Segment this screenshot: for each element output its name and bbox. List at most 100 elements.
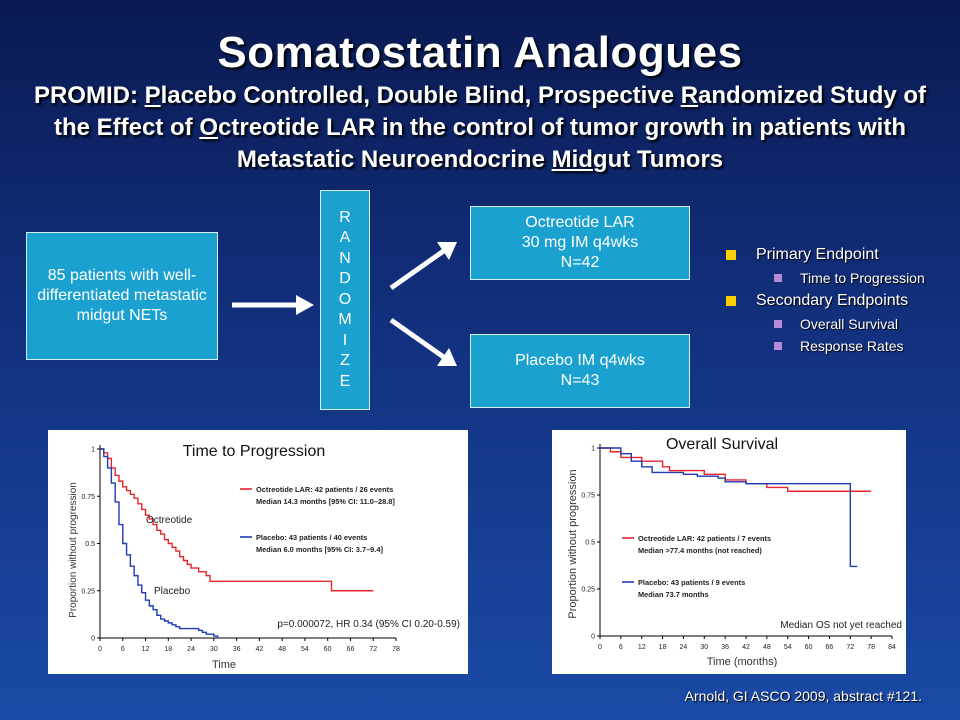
y-tick-label: 0.75 [581,493,595,500]
octreotide-arm-box: Octreotide LAR 30 mg IM q4wks N=42 [470,206,690,280]
x-tick-label: 66 [826,644,834,651]
citation: Arnold, GI ASCO 2009, abstract #121. [684,688,922,704]
x-tick-label: 18 [164,646,172,653]
y-tick-label: 0 [91,636,95,643]
series-line-placebo [600,447,858,568]
x-tick-label: 0 [98,646,102,653]
ttp-chart: 0 6 12 18 24 30 36 42 48 54 60 66 72 78 0 0.25 0.5 0.75 1 T… [68,443,460,671]
x-tick-label: 42 [255,646,263,653]
y-tick-label: 0.25 [581,587,595,594]
randomize-letter: D [339,270,351,288]
arrow-to-octreotide [389,242,457,291]
x-axis-label: Time [212,659,236,671]
randomize-letter: I [342,331,348,349]
subtitle-part: P [144,82,161,109]
x-tick-label: 30 [700,644,708,651]
y-axis-label: Proportion without progression [68,482,79,618]
slide-subtitle: PROMID: Placebo Controlled, Double Blind… [20,80,940,176]
bullet-icon [726,250,736,260]
bullet-icon [774,274,782,282]
x-tick-label: 78 [867,644,875,651]
y-tick-label: 1 [591,446,595,453]
endpoint-secondary: Secondary Endpoints [720,292,950,310]
series-line-placebo [100,448,219,638]
y-tick-label: 0 [591,634,595,641]
os-chart-panel: 0 6 12 18 24 30 36 42 48 54 60 66 72 78 84 0 0.25 0.5 0.75… [552,430,906,674]
endpoints-list: Primary Endpoint Time to Progression Sec… [720,246,950,360]
series-line-octreotide [100,448,374,592]
subtitle-part: Mid [551,146,593,173]
subtitle-part: gut Tumors [592,146,724,173]
x-tick-label: 60 [805,644,813,651]
x-tick-label: 12 [142,646,150,653]
subtitle-part: andomized Study of the Effect of [54,82,927,141]
octreotide-arm-text: Octreotide LAR 30 mg IM q4wks N=42 [521,214,639,271]
placebo-arm-text: Placebo IM q4wks N=43 [515,352,645,389]
x-axis-label: Time (months) [707,656,778,668]
x-tick-label: 48 [278,646,286,653]
x-tick-label: 84 [888,644,896,651]
randomize-letter: A [339,229,351,247]
endpoint-secondary-sub-1: Overall Survival [720,316,950,332]
endpoint-primary: Primary Endpoint [720,246,950,264]
endpoint-ttp-label: Time to Progression [800,270,925,286]
y-tick-label: 0.25 [81,588,95,595]
legend-line1: Octreotide LAR: 42 patients / 7 events [638,534,771,543]
x-tick-label: 72 [369,646,377,653]
y-tick-label: 1 [91,447,95,454]
y-tick-label: 0.75 [81,494,95,501]
randomize-letter: E [339,372,351,390]
legend-line1: Octreotide LAR: 42 patients / 26 events [256,485,393,494]
x-tick-label: 0 [598,644,602,651]
endpoint-primary-label: Primary Endpoint [756,246,879,263]
subtitle-part: ctreotide LAR in the control of tumor gr… [218,114,906,173]
endpoint-rr-label: Response Rates [800,338,904,354]
x-tick-label: 66 [347,646,355,653]
patients-box-text: 85 patients with well-differentiated met… [37,267,207,324]
legend-line1: Placebo: 43 patients / 9 events [638,578,745,587]
ttp-chart-panel: 0 6 12 18 24 30 36 42 48 54 60 66 72 78 0 0.25 0.5 0.75 1 T… [48,430,468,674]
os-chart: 0 6 12 18 24 30 36 42 48 54 60 66 72 78 84 0 0.25 0.5 0.75… [567,436,902,668]
x-tick-label: 60 [324,646,332,653]
randomize-letter: N [339,249,351,267]
legend-line2: Median 14.3 months [95% CI: 11.0–28.8] [256,497,395,506]
legend-line1: Placebo: 43 patients / 40 events [256,533,367,542]
x-tick-label: 78 [392,646,400,653]
subtitle-part: R [680,82,699,109]
y-axis-label: Proportion without progression [567,469,579,618]
randomize-letter: O [338,290,352,308]
randomize-letter: Z [340,352,350,370]
legend-line2: Median >77.4 months (not reached) [638,546,762,555]
randomize-letter: R [339,208,351,226]
chart-annotation: p=0.000072, HR 0.34 (95% CI 0.20-0.59) [277,619,460,630]
inline-series-label: Octreotide [146,515,193,526]
inline-series-label: Placebo [154,586,191,597]
endpoint-os-label: Overall Survival [800,316,899,332]
bullet-icon [774,320,782,328]
patients-box: 85 patients with well-differentiated met… [26,232,218,360]
x-tick-label: 6 [121,646,125,653]
x-tick-label: 36 [233,646,241,653]
subtitle-part: PROMID: [33,82,145,109]
x-tick-label: 24 [680,644,688,651]
placebo-arm-box: Placebo IM q4wks N=43 [470,334,690,408]
chart-title: Overall Survival [666,436,778,453]
bullet-icon [726,296,736,306]
x-tick-label: 30 [210,646,218,653]
x-tick-label: 24 [187,646,195,653]
legend-line2: Median 6.0 months [95% CI: 3.7–9.4] [256,545,383,554]
subtitle-part: O [199,114,219,141]
slide-title: Somatostatin Analogues [217,28,743,77]
x-tick-label: 72 [846,644,854,651]
endpoint-secondary-label: Secondary Endpoints [756,292,909,309]
endpoint-primary-sub: Time to Progression [720,270,950,286]
arrow-to-randomize [232,295,314,315]
chart-title: Time to Progression [183,443,326,460]
x-tick-label: 6 [619,644,623,651]
y-tick-label: 0.5 [585,540,595,547]
endpoint-secondary-sub-2: Response Rates [720,338,950,354]
bullet-icon [774,342,782,350]
x-tick-label: 18 [659,644,667,651]
x-tick-label: 54 [301,646,309,653]
randomize-letter: M [338,311,352,329]
